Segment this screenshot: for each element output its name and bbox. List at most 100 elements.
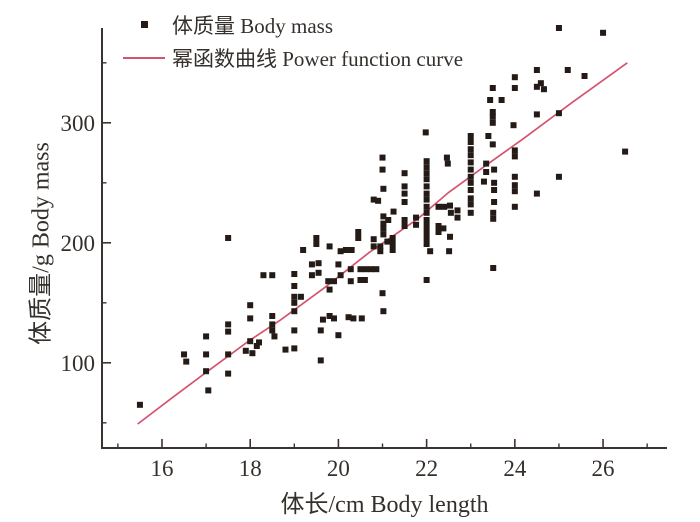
data-point (269, 321, 276, 328)
data-point (533, 111, 540, 118)
data-point (511, 153, 518, 160)
data-point (467, 179, 474, 186)
data-point (291, 345, 298, 352)
legend-label-scatter: 体质量 Body mass (172, 13, 334, 38)
data-point (260, 272, 267, 279)
data-point (435, 223, 442, 229)
legend-label-curve: 幂函数曲线 Power function curve (172, 46, 464, 71)
data-point (326, 286, 333, 293)
data-point (491, 166, 498, 173)
x-tick-label: 22 (415, 456, 438, 481)
data-point (379, 166, 386, 173)
data-point (297, 293, 304, 300)
data-point (490, 265, 497, 271)
data-point (467, 209, 474, 216)
data-point (537, 80, 544, 87)
data-point (308, 272, 315, 279)
data-point (533, 83, 540, 90)
x-tick-label: 16 (150, 456, 173, 481)
data-point (491, 187, 498, 193)
data-point (370, 196, 377, 203)
x-tick-label: 26 (592, 456, 615, 481)
x-tick-label: 18 (239, 456, 262, 481)
data-point (401, 199, 408, 205)
data-point (362, 266, 369, 273)
data-point (498, 97, 505, 103)
data-point (291, 271, 298, 277)
data-point (242, 347, 249, 354)
square-marker-icon (140, 21, 148, 28)
data-point (423, 277, 430, 283)
data-point (325, 278, 332, 285)
data-point (511, 85, 518, 91)
data-point (269, 327, 276, 334)
data-point (401, 183, 408, 190)
data-point (379, 290, 386, 297)
data-point (511, 74, 518, 81)
data-point (454, 214, 461, 221)
x-tick-label: 20 (327, 456, 350, 481)
y-axis-title: 体质量/g Body mass (28, 142, 55, 345)
data-point (401, 223, 408, 229)
data-point (446, 233, 453, 240)
data-point (337, 248, 344, 255)
data-point (423, 183, 430, 190)
data-point (423, 164, 430, 171)
data-point (249, 350, 256, 357)
y-tick-label: 200 (61, 231, 96, 256)
data-point (467, 187, 474, 193)
data-point (444, 160, 451, 167)
data-point (423, 170, 430, 177)
data-point (256, 339, 263, 346)
data-point (491, 199, 498, 205)
data-point (291, 283, 298, 289)
data-point (380, 213, 387, 220)
data-point (389, 235, 396, 241)
data-point (347, 266, 354, 273)
data-point (441, 203, 448, 210)
data-point (423, 176, 430, 183)
data-point (511, 203, 518, 210)
data-point (380, 220, 387, 227)
data-point (380, 231, 387, 238)
data-point (308, 261, 315, 268)
data-point (380, 308, 387, 315)
data-point (581, 73, 588, 79)
data-point (446, 248, 453, 255)
data-point (326, 313, 333, 319)
data-point (330, 278, 337, 285)
data-point (480, 178, 487, 185)
data-point (247, 338, 254, 345)
data-point (401, 190, 408, 197)
data-point (467, 133, 474, 139)
data-point (183, 358, 190, 365)
line-marker-icon (123, 56, 165, 59)
data-point (370, 236, 377, 243)
data-point (348, 247, 355, 253)
data-point (313, 235, 320, 241)
x-tick-label: 24 (503, 456, 527, 481)
data-point (422, 129, 429, 136)
data-point (510, 122, 517, 129)
x-axis-title: 体长/cm Body length (280, 492, 489, 518)
data-point (423, 209, 430, 216)
data-point (370, 243, 377, 250)
data-point (337, 272, 344, 279)
data-point (555, 110, 562, 117)
data-point (375, 197, 382, 204)
data-point (380, 225, 387, 232)
data-point (622, 148, 629, 155)
data-point (247, 315, 254, 322)
data-point (355, 235, 362, 241)
data-point (489, 113, 496, 120)
data-point (247, 302, 254, 309)
data-point (467, 195, 474, 202)
data-point (350, 315, 357, 322)
data-point (423, 241, 430, 247)
legend-item-curve: 幂函数曲线 Power function curve (120, 41, 463, 74)
y-tick-label: 300 (61, 111, 96, 136)
data-point (384, 238, 391, 245)
data-point (203, 333, 210, 340)
